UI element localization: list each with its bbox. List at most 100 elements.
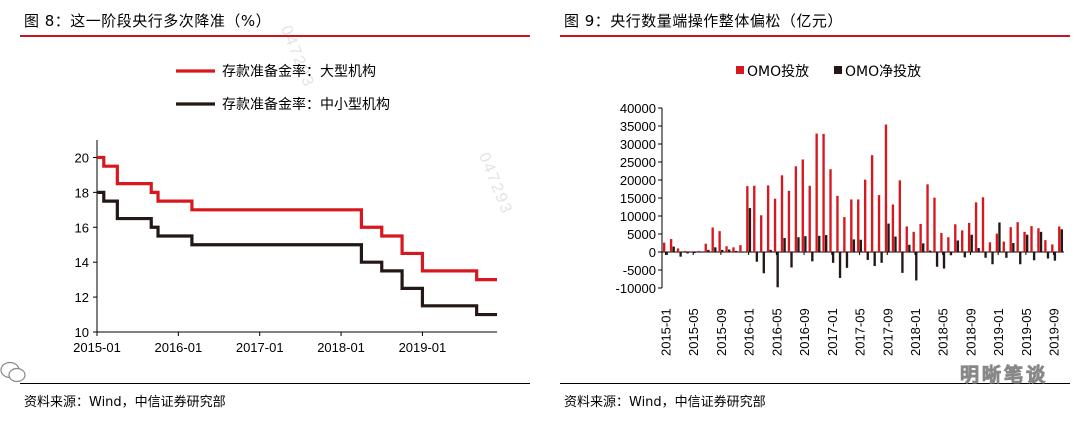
- bar-omo-injection: [822, 133, 825, 252]
- bar-omo-injection: [746, 186, 749, 252]
- bar-omo-net-injection: [1060, 229, 1064, 252]
- x-tick-label: 2015-09: [714, 308, 729, 356]
- bar-omo-injection: [801, 159, 804, 252]
- bar-omo-net-injection: [714, 247, 717, 252]
- x-tick-label: 2016-09: [797, 308, 812, 356]
- y-tick-label: 40000: [620, 101, 656, 116]
- brand-logo-text: 明晰笔谈: [959, 364, 1048, 387]
- bar-omo-net-injection: [935, 252, 939, 267]
- bar-omo-injection: [988, 242, 992, 252]
- wechat-icon: [0, 361, 26, 383]
- reserve-ratio-line-chart: 10 12 14 16 18 20 2015-01 2016-01 2017-01 2018-01…: [73, 63, 497, 355]
- bar-omo-injection: [780, 175, 784, 252]
- y-tick-label: 16: [75, 220, 89, 235]
- bar-omo-injection: [1016, 222, 1019, 252]
- bar-omo-net-injection: [963, 252, 966, 258]
- bar-omo-injection: [905, 226, 908, 252]
- bar-omo-net-injection: [859, 239, 863, 252]
- bar-omo-net-injection: [901, 252, 904, 273]
- y-tick-label: 12: [75, 290, 89, 305]
- bar-omo-net-injection: [845, 252, 849, 268]
- bar-omo-net-injection: [991, 252, 994, 265]
- x-tick-label: 2018-01: [908, 308, 923, 356]
- bar-omo-net-injection: [922, 243, 925, 252]
- bar-omo-injection: [662, 242, 666, 252]
- bar-omo-net-injection: [707, 249, 710, 252]
- bar-omo-net-injection: [838, 252, 842, 278]
- right-panel: 图 9：央行数量端操作整体偏松（亿元） 资料来源：Wind，中信证券研究部: [540, 0, 1080, 421]
- figure-8-title: 图 8：这一阶段央行多次降准（%）: [24, 12, 272, 30]
- bar-omo-injection: [1002, 241, 1005, 252]
- series-line-small-banks: [97, 190, 497, 317]
- bar-omo-net-injection: [776, 252, 779, 288]
- source-note: 资料来源：Wind，中信证券研究部: [564, 395, 766, 410]
- bar-omo-injection: [1051, 244, 1054, 252]
- x-tick-label: 2015-05: [686, 308, 701, 356]
- bar-omo-net-injection: [811, 252, 814, 262]
- y-tick-label: 0: [649, 245, 656, 260]
- bar-omo-injection: [843, 217, 846, 252]
- bar-omo-net-injection: [734, 250, 738, 252]
- bar-omo-injection: [919, 223, 922, 252]
- bar-omo-injection: [947, 237, 950, 252]
- x-tick-label: 2016-01: [154, 340, 202, 355]
- bar-omo-injection: [1030, 226, 1033, 252]
- x-tick-label: 2016-05: [769, 308, 784, 356]
- legend-label: 存款准备金率：中小型机构: [222, 96, 390, 113]
- legend-swatch: [834, 66, 842, 74]
- bar-omo-net-injection: [665, 252, 668, 255]
- bar-omo-injection: [961, 230, 964, 252]
- bar-omo-net-injection: [866, 252, 869, 260]
- bar-omo-net-injection: [1025, 234, 1029, 252]
- bar-omo-injection: [732, 247, 735, 252]
- bar-omo-injection: [863, 179, 867, 252]
- bar-omo-injection: [787, 190, 791, 252]
- y-tick-label: 15000: [620, 191, 656, 206]
- bar-omo-injection: [711, 227, 714, 252]
- bar-omo-injection: [1044, 240, 1047, 252]
- legend-label: OMO投放: [747, 64, 809, 80]
- bar-omo-net-injection: [741, 252, 745, 253]
- y-tick-label: -5000: [623, 263, 656, 278]
- legend-swatch: [736, 66, 744, 74]
- bar-omo-injection: [898, 180, 902, 252]
- x-tick-label: 2019-01: [399, 340, 447, 355]
- y-tick-label: 18: [75, 185, 89, 200]
- source-note: 资料来源：Wind，中信证券研究部: [24, 395, 226, 410]
- bar-omo-injection: [760, 215, 763, 252]
- bar-omo-net-injection: [1053, 252, 1057, 261]
- title-rule: [20, 35, 530, 37]
- bar-omo-net-injection: [831, 252, 835, 263]
- bar-omo-net-injection: [908, 244, 911, 252]
- bar-omo-injection: [829, 169, 832, 252]
- bar-omo-injection: [1009, 227, 1012, 252]
- x-tick-label: 2017-09: [880, 308, 895, 356]
- bar-omo-net-injection: [915, 252, 918, 281]
- bar-omo-net-injection: [824, 235, 828, 252]
- x-tick-label: 2018-09: [963, 308, 978, 356]
- bar-omo-net-injection: [693, 252, 696, 254]
- bar-omo-net-injection: [1039, 231, 1043, 252]
- bar-omo-net-injection: [679, 252, 682, 257]
- x-tick-label: 2018-01: [317, 340, 365, 355]
- x-tick-label: 2018-05: [936, 308, 951, 356]
- y-tick-label: 20: [75, 150, 89, 165]
- bar-omo-net-injection: [970, 234, 973, 252]
- y-tick-label: -10000: [616, 281, 656, 296]
- x-tick-label: 2019-09: [1047, 308, 1062, 356]
- y-tick-label: 10000: [620, 209, 656, 224]
- bar-omo-injection: [974, 202, 978, 252]
- figure-9-title: 图 9：央行数量端操作整体偏松（亿元）: [564, 12, 843, 30]
- bar-omo-net-injection: [1019, 252, 1022, 265]
- bar-omo-net-injection: [686, 252, 689, 254]
- bar-omo-injection: [995, 233, 999, 252]
- bar-omo-net-injection: [804, 236, 807, 252]
- bar-omo-injection: [933, 197, 936, 252]
- bar-omo-injection: [676, 248, 680, 252]
- bar-omo-net-injection: [984, 252, 987, 258]
- bar-omo-net-injection: [894, 236, 897, 252]
- source-rule: [560, 383, 1070, 384]
- y-tick-label: 30000: [620, 137, 656, 152]
- title-rule: [560, 35, 1070, 37]
